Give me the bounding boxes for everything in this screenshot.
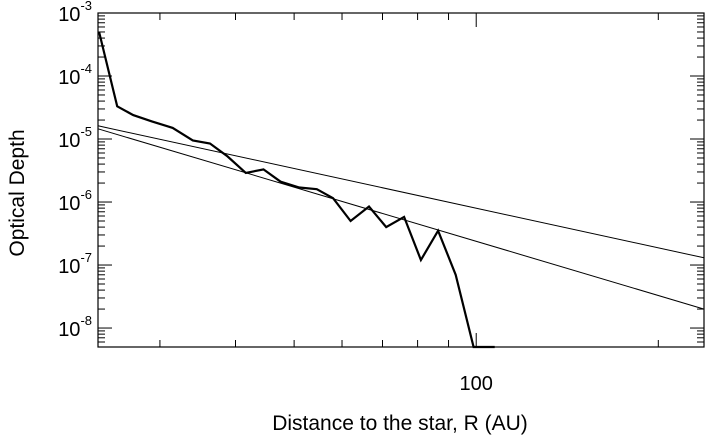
axis-ticks <box>98 12 704 347</box>
y-tick-labels: 10-810-710-610-510-410-3 <box>58 0 92 341</box>
series-line-2 <box>97 128 705 310</box>
y-tick-exponent: -8 <box>80 313 92 328</box>
y-tick-exponent: -3 <box>80 0 92 13</box>
y-tick-base: 10 <box>58 256 80 278</box>
x-tick-label-0: 100 <box>460 373 493 395</box>
y-tick-label-5: 10-3 <box>58 0 92 26</box>
y-tick-label-2: 10-6 <box>58 187 92 215</box>
y-tick-label-1: 10-7 <box>58 250 92 278</box>
y-tick-exponent: -6 <box>80 187 92 202</box>
x-axis-label: Distance to the star, R (AU) <box>272 412 528 435</box>
plot-frame <box>97 12 705 348</box>
y-tick-exponent: -7 <box>80 250 92 265</box>
y-axis-label: Optical Depth <box>6 129 29 256</box>
y-tick-exponent: -5 <box>80 124 92 139</box>
y-tick-base: 10 <box>58 319 80 341</box>
y-tick-label-0: 10-8 <box>58 313 92 341</box>
y-tick-exponent: -4 <box>80 61 92 76</box>
y-tick-base: 10 <box>58 67 80 89</box>
y-tick-base: 10 <box>58 4 80 26</box>
series-line-1 <box>97 125 705 259</box>
data-series <box>97 31 705 349</box>
y-tick-base: 10 <box>58 193 80 215</box>
y-tick-label-3: 10-5 <box>58 124 92 152</box>
y-tick-base: 10 <box>58 130 80 152</box>
x-tick-labels: 100 <box>460 373 493 395</box>
series-line-0 <box>98 31 495 349</box>
y-tick-label-4: 10-4 <box>58 61 92 89</box>
